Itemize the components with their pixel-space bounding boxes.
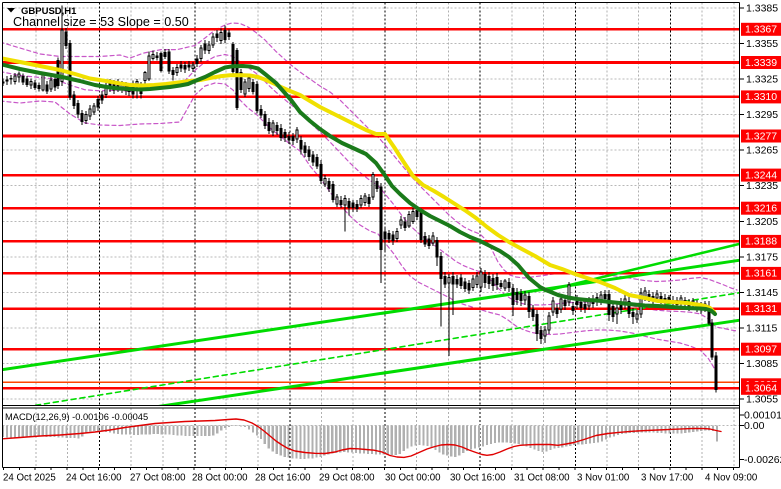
svg-text:0.00101: 0.00101 [744,410,781,422]
svg-text:1.3244: 1.3244 [745,169,777,181]
svg-text:1.3205: 1.3205 [746,216,778,228]
svg-text:29 Oct 08:00: 29 Oct 08:00 [319,473,375,484]
svg-text:1.3310: 1.3310 [745,91,777,103]
svg-text:30 Oct 00:00: 30 Oct 00:00 [385,473,441,484]
svg-text:1.3295: 1.3295 [746,109,778,121]
svg-text:28 Oct 00:00: 28 Oct 00:00 [192,473,248,484]
svg-text:1.3265: 1.3265 [746,145,778,157]
svg-text:1.3325: 1.3325 [746,74,778,86]
svg-text:MACD(12,26,9) -0.00106 -0.0004: MACD(12,26,9) -0.00106 -0.00045 [5,412,148,422]
svg-text:1.3115: 1.3115 [746,322,777,334]
svg-text:1.3216: 1.3216 [745,203,777,215]
svg-text:-0.00262: -0.00262 [744,454,781,466]
svg-text:3 Nov 01:00: 3 Nov 01:00 [577,473,630,484]
svg-text:1.3367: 1.3367 [745,24,777,36]
svg-text:30 Oct 16:00: 30 Oct 16:00 [450,473,506,484]
svg-text:GBPUSD,H1: GBPUSD,H1 [21,6,77,17]
svg-text:1.3131: 1.3131 [745,303,777,315]
svg-text:3 Nov 17:00: 3 Nov 17:00 [641,473,694,484]
svg-text:1.3175: 1.3175 [746,251,778,263]
svg-text:27 Oct 08:00: 27 Oct 08:00 [130,473,186,484]
svg-text:4 Nov 09:00: 4 Nov 09:00 [705,473,758,484]
svg-text:1.3161: 1.3161 [745,268,777,280]
svg-text:1.3097: 1.3097 [745,344,777,356]
svg-text:0.00: 0.00 [744,420,765,432]
svg-text:1.3085: 1.3085 [746,358,778,370]
svg-text:31 Oct 08:00: 31 Oct 08:00 [514,473,570,484]
svg-text:1.3355: 1.3355 [746,38,778,50]
svg-text:Channel size = 53 Slope = 0.50: Channel size = 53 Slope = 0.50 [13,15,189,29]
svg-text:1.3055: 1.3055 [746,394,778,406]
svg-text:1.3235: 1.3235 [746,180,778,192]
svg-text:1.3188: 1.3188 [745,236,777,248]
svg-text:24 Oct 2025: 24 Oct 2025 [3,473,56,484]
svg-text:1.3145: 1.3145 [746,287,778,299]
svg-text:1.3064: 1.3064 [745,383,777,395]
svg-text:1.3277: 1.3277 [745,130,777,142]
svg-text:1.3385: 1.3385 [746,3,778,15]
svg-text:28 Oct 16:00: 28 Oct 16:00 [255,473,311,484]
svg-text:1.3339: 1.3339 [745,57,777,69]
svg-text:24 Oct 16:00: 24 Oct 16:00 [66,473,122,484]
